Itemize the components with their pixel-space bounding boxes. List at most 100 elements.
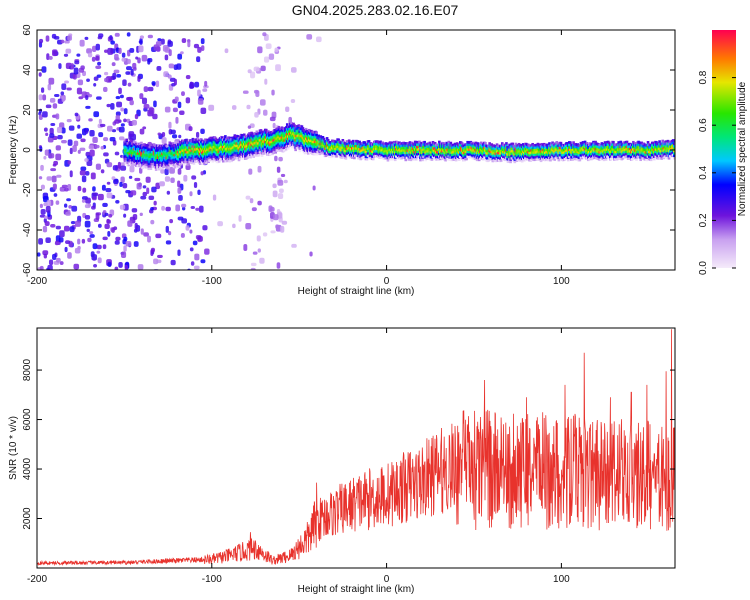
heatmap-cell [180, 232, 185, 238]
heatmap-cell [51, 33, 57, 39]
heatmap-cell [128, 175, 133, 179]
heatmap-cell [290, 98, 296, 103]
heatmap-cell [81, 199, 86, 203]
heatmap-cell [96, 74, 102, 78]
x-tick-label: 100 [553, 276, 570, 287]
heatmap-cell [74, 112, 79, 117]
heatmap-cell [159, 181, 165, 187]
heatmap-cell [64, 40, 70, 44]
heatmap-cell [148, 195, 155, 201]
heatmap-cell [99, 123, 106, 127]
heatmap-cell [610, 157, 613, 161]
y-tick-label: -40 [22, 222, 33, 237]
heatmap-cell [177, 187, 182, 194]
heatmap-cell [604, 158, 608, 161]
heatmap-cell [398, 141, 401, 145]
heatmap-cell [433, 141, 437, 145]
heatmap-cell [137, 264, 144, 270]
heatmap-cell [49, 133, 55, 138]
heatmap-cell [88, 145, 95, 150]
heatmap-cell [148, 107, 155, 115]
heatmap-cell [632, 140, 635, 144]
heatmap-cell [120, 176, 125, 184]
heatmap-cell [454, 158, 458, 162]
heatmap-cell [404, 158, 408, 162]
heatmap-cell [137, 57, 141, 64]
heatmap-cell [64, 246, 68, 253]
heatmap-cell [132, 62, 137, 70]
heatmap-cell [619, 140, 623, 144]
heatmap-cell [403, 142, 407, 145]
heatmap-cell [52, 183, 57, 190]
heatmap-cell [195, 207, 200, 211]
heatmap-cell [150, 206, 154, 211]
heatmap-cell [427, 157, 431, 161]
heatmap-cell [242, 90, 249, 94]
heatmap-cell [56, 126, 63, 133]
heatmap-cell [112, 165, 118, 171]
heatmap-cell [283, 179, 288, 184]
heatmap-cell [276, 262, 281, 269]
heatmap-cell [153, 200, 157, 206]
heatmap-cell [153, 100, 157, 108]
heatmap-cell [56, 257, 61, 263]
heatmap-cell [414, 157, 418, 161]
heatmap-cell [150, 247, 156, 253]
heatmap-cell [39, 146, 43, 152]
heatmap-cell [352, 139, 355, 143]
heatmap-cell [500, 142, 504, 145]
heatmap-cell [118, 126, 125, 133]
heatmap-cell [272, 122, 276, 129]
heatmap-cell [85, 170, 90, 176]
heatmap-cell [45, 104, 52, 109]
heatmap-cell [161, 205, 165, 211]
heatmap-cell [80, 138, 86, 143]
heatmap-cell [93, 82, 97, 87]
heatmap-cell [240, 134, 244, 137]
heatmap-cell [245, 195, 251, 200]
heatmap-cell [161, 137, 167, 144]
heatmap-cell [661, 139, 665, 143]
heatmap-cell [89, 231, 94, 235]
heatmap-cell [559, 141, 563, 145]
heatmap-cell [208, 104, 215, 111]
heatmap-cell [665, 156, 669, 160]
heatmap-cell [285, 106, 290, 113]
heatmap-cell [476, 142, 480, 145]
heatmap-cell [98, 33, 104, 38]
heatmap-cell [607, 141, 611, 145]
heatmap-cell [185, 97, 191, 104]
heatmap-cell [487, 159, 490, 162]
heatmap-cell [271, 89, 275, 96]
heatmap-cell [255, 130, 259, 134]
heatmap-cell [344, 157, 348, 160]
heatmap-cell [103, 137, 109, 142]
heatmap-cell [103, 86, 108, 93]
heatmap-cell [118, 47, 122, 55]
heatmap-cell [59, 261, 64, 266]
heatmap-cell [106, 162, 113, 168]
heatmap-cell [453, 142, 457, 146]
heatmap-cell [484, 141, 487, 145]
heatmap-cell [136, 182, 142, 190]
heatmap-cell [386, 158, 390, 162]
heatmap-cell [113, 69, 120, 74]
heatmap-cell [517, 142, 521, 146]
heatmap-cell [248, 132, 251, 135]
heatmap-cell [446, 157, 450, 161]
heatmap-cell [250, 71, 256, 79]
heatmap-cell [309, 251, 313, 257]
heatmap-cell [664, 140, 668, 143]
heatmap-cell [118, 87, 122, 95]
heatmap-cell [658, 140, 661, 143]
heatmap-cell [39, 203, 43, 209]
heatmap-cell [98, 132, 104, 138]
heatmap-cell [168, 121, 172, 129]
heatmap-cell [253, 66, 260, 72]
heatmap-cell [153, 258, 159, 265]
heatmap-cell [445, 141, 448, 145]
heatmap-cell [50, 168, 57, 172]
heatmap-cell [61, 127, 66, 134]
heatmap-cell [556, 142, 560, 146]
heatmap-cell [123, 108, 128, 115]
